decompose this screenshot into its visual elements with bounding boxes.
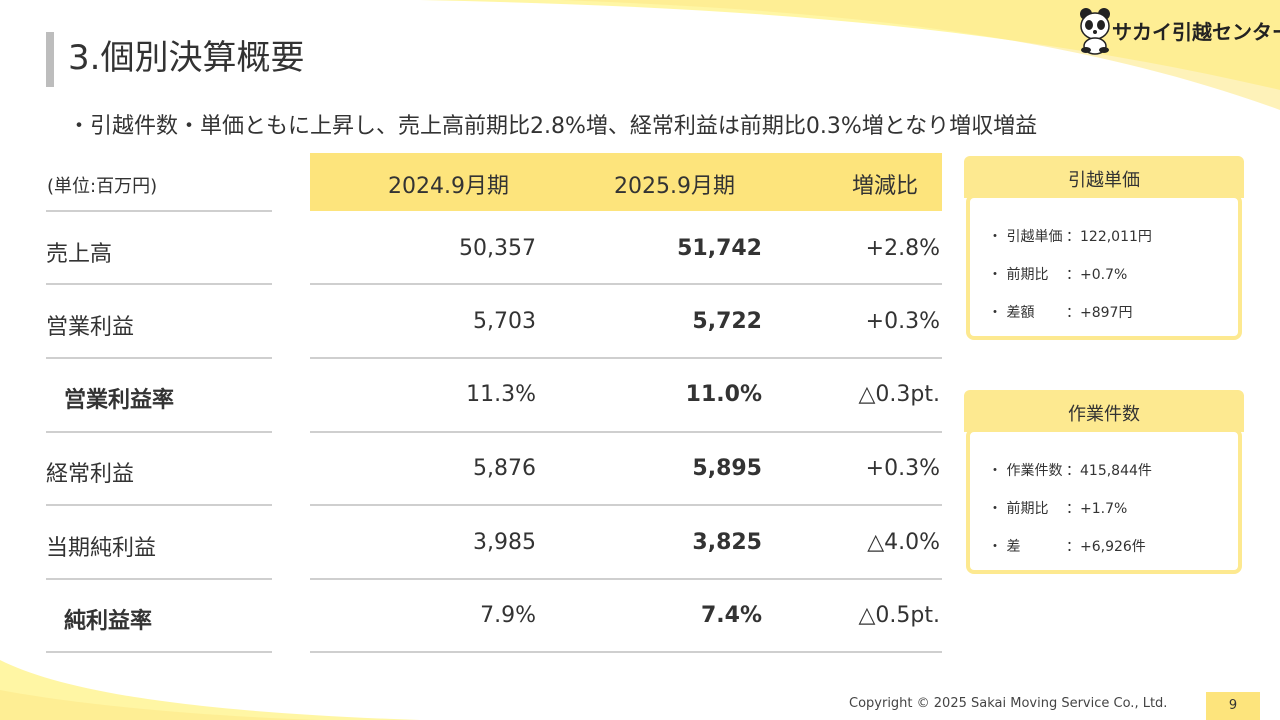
cell-net-margin-2025: 7.4% — [700, 603, 762, 628]
cell-net-margin-change: △0.5pt. — [858, 603, 941, 628]
cell-net-income-change: △4.0% — [867, 530, 940, 555]
cell-sales-2024: 50,357 — [459, 236, 536, 261]
title-accent-bar — [46, 32, 54, 87]
row-label-operating-margin: 営業利益率 — [64, 388, 175, 413]
cell-net-income-2024: 3,985 — [473, 530, 536, 555]
cell-net-income-2025: 3,825 — [692, 530, 762, 555]
column-header-2025: 2025.9月期 — [614, 174, 735, 199]
cell-operating-profit-2024: 5,703 — [473, 309, 536, 334]
box-title: 引越単価 — [1068, 170, 1140, 191]
table-header-background — [310, 153, 942, 211]
box-item-value: ：122,011円 — [1066, 229, 1152, 245]
box-item-value: ：+0.7% — [1066, 267, 1128, 283]
cell-operating-margin-2024: 11.3% — [466, 382, 536, 407]
box-item-value: ：415,844件 — [1066, 463, 1152, 479]
page-title: 3.個別決算概要 — [68, 38, 305, 78]
table-divider — [310, 504, 942, 506]
cell-operating-margin-change: △0.3pt. — [858, 382, 941, 407]
table-divider — [310, 578, 942, 580]
table-divider — [46, 578, 272, 580]
column-header-2024: 2024.9月期 — [388, 174, 509, 199]
work-count-box: 作業件数 ・ 作業件数 ：415,844件 ・ 前期比 ：+1.7% ・ 差 ：… — [964, 390, 1244, 576]
cell-operating-profit-2025: 5,722 — [692, 309, 762, 334]
table-divider — [46, 357, 272, 359]
row-label-net-margin: 純利益率 — [64, 609, 153, 634]
row-label-sales: 売上高 — [46, 242, 113, 267]
box-item-value: ：+6,926件 — [1066, 539, 1146, 555]
table-divider — [310, 651, 942, 653]
box-body: ・ 引越単価 ：122,011円 ・ 前期比 ：+0.7% ・ 差額 ：+897… — [966, 194, 1242, 340]
moving-unit-price-box: 引越単価 ・ 引越単価 ：122,011円 ・ 前期比 ：+0.7% ・ 差額 … — [964, 156, 1244, 342]
row-label-net-income: 当期純利益 — [46, 536, 157, 561]
table-divider — [310, 431, 942, 433]
box-item-label: ・ 作業件数 — [988, 463, 1063, 479]
row-label-ordinary-profit: 経常利益 — [46, 462, 135, 487]
box-item-label: ・ 前期比 — [988, 267, 1049, 283]
cell-ordinary-profit-2025: 5,895 — [692, 456, 762, 481]
cell-sales-2025: 51,742 — [677, 236, 762, 261]
company-logo-text: サカイ引越センター — [1112, 20, 1280, 44]
box-item-label: ・ 前期比 — [988, 501, 1049, 517]
box-header: 作業件数 — [964, 390, 1244, 432]
row-label-operating-profit: 営業利益 — [46, 315, 135, 340]
cell-ordinary-profit-change: +0.3% — [865, 456, 940, 481]
table-divider — [310, 283, 942, 285]
cell-net-margin-2024: 7.9% — [480, 603, 536, 628]
table-divider — [46, 504, 272, 506]
page-number: 9 — [1228, 698, 1238, 713]
box-header: 引越単価 — [964, 156, 1244, 198]
cell-operating-profit-change: +0.3% — [865, 309, 940, 334]
cell-operating-margin-2025: 11.0% — [685, 382, 762, 407]
table-divider — [310, 357, 942, 359]
box-item-label: ・ 差額 — [988, 305, 1035, 321]
cell-ordinary-profit-2024: 5,876 — [473, 456, 536, 481]
panda-logo-icon — [1080, 8, 1110, 55]
page-number-box: 9 — [1206, 692, 1260, 720]
box-item-label: ・ 引越単価 — [988, 229, 1063, 245]
column-header-change: 増減比 — [852, 174, 919, 199]
table-divider — [46, 651, 272, 653]
table-divider — [46, 431, 272, 433]
box-title: 作業件数 — [1068, 404, 1140, 425]
unit-label: (単位:百万円) — [47, 176, 158, 197]
copyright-text: Copyright © 2025 Sakai Moving Service Co… — [849, 696, 1168, 711]
summary-text: ・引越件数・単価ともに上昇し、売上高前期比2.8%増、経常利益は前期比0.3%増… — [68, 114, 1038, 139]
table-divider — [46, 283, 272, 285]
table-divider — [46, 210, 272, 212]
cell-sales-change: +2.8% — [865, 236, 940, 261]
box-item-value: ：+897円 — [1066, 305, 1133, 321]
box-item-value: ：+1.7% — [1066, 501, 1128, 517]
box-item-label: ・ 差 — [988, 539, 1021, 555]
box-body: ・ 作業件数 ：415,844件 ・ 前期比 ：+1.7% ・ 差 ：+6,92… — [966, 428, 1242, 574]
